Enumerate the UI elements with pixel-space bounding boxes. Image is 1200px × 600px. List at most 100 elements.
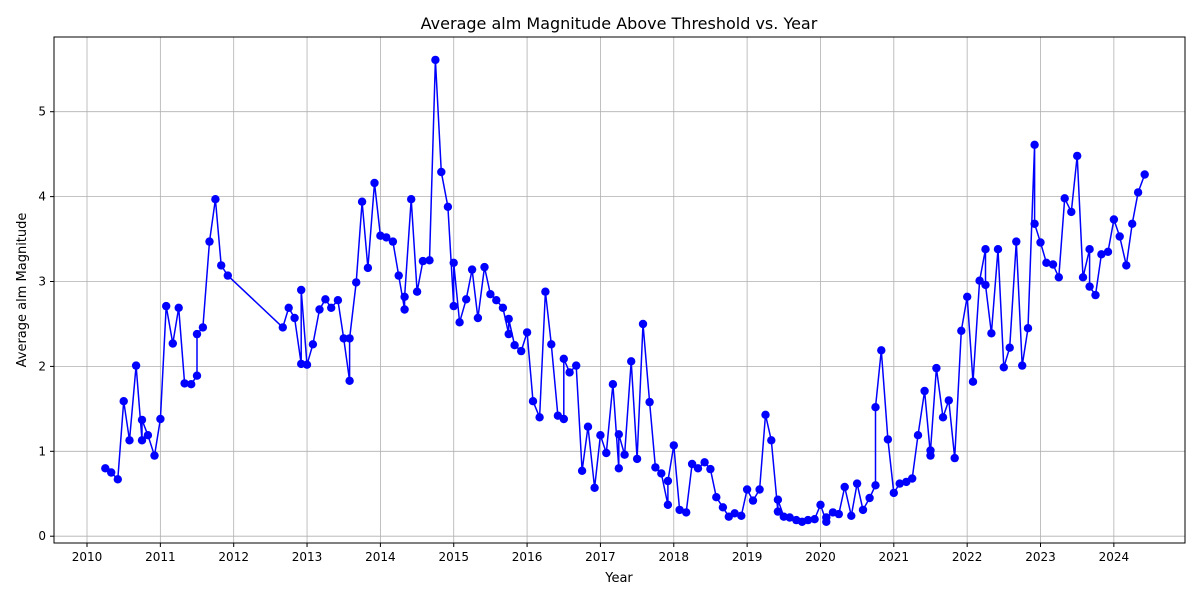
data-point (352, 278, 361, 287)
data-point (1103, 247, 1113, 256)
data-point (1023, 324, 1033, 333)
data-point (773, 495, 783, 504)
data-point (602, 448, 611, 458)
data-point (682, 508, 691, 517)
data-point (638, 319, 648, 329)
data-point (938, 413, 948, 422)
data-point (883, 435, 893, 444)
data-point (431, 55, 440, 65)
data-point (968, 377, 978, 386)
data-point (467, 265, 477, 274)
data-point (107, 468, 116, 477)
data-point (687, 459, 697, 469)
data-point (211, 195, 220, 204)
x-tick-label: 2011 (145, 550, 176, 564)
data-point (895, 479, 904, 488)
data-point (559, 354, 568, 363)
data-point (932, 363, 941, 373)
data-point (504, 314, 513, 324)
data-point (1091, 290, 1100, 300)
data-point (370, 178, 379, 188)
data-point (382, 233, 391, 242)
data-point (620, 450, 629, 459)
data-point (645, 397, 654, 407)
data-point (852, 479, 862, 488)
y-axis-label: Average alm Magnitude (15, 213, 30, 368)
data-point (913, 431, 923, 440)
data-point (975, 276, 984, 285)
x-tick-label: 2024 (1099, 550, 1130, 564)
data-point (308, 340, 318, 349)
data-point (192, 371, 202, 380)
data-point (614, 464, 623, 473)
y-tick-label: 1 (38, 444, 46, 458)
data-point (297, 285, 306, 295)
x-tick-label: 2013 (292, 550, 323, 564)
data-point (950, 453, 959, 463)
data-point (865, 493, 874, 503)
data-point (462, 295, 471, 304)
data-point (761, 410, 770, 419)
data-point (559, 414, 568, 424)
data-point (773, 507, 783, 516)
x-tick-label: 2014 (365, 550, 396, 564)
data-point (1067, 207, 1076, 217)
data-point (517, 346, 526, 356)
data-point (957, 326, 966, 335)
data-point (217, 261, 226, 270)
data-point (1085, 282, 1094, 291)
data-point (125, 436, 134, 445)
data-point (504, 329, 513, 339)
data-point (944, 396, 953, 405)
data-point (981, 245, 990, 254)
data-point (443, 202, 453, 211)
data-point (174, 303, 183, 312)
x-tick-label: 2022 (952, 550, 983, 564)
data-point (583, 422, 593, 431)
data-point (730, 509, 739, 518)
data-point (1073, 151, 1082, 161)
data-point (632, 454, 642, 464)
y-tick-label: 2 (38, 359, 46, 373)
data-point (449, 301, 458, 311)
x-tick-label: 2015 (438, 550, 469, 564)
data-point (999, 363, 1008, 372)
y-tick-label: 3 (38, 275, 46, 289)
data-point (627, 357, 636, 366)
data-point (1042, 258, 1051, 267)
data-point (418, 256, 428, 266)
data-point (785, 513, 794, 522)
data-point (718, 503, 728, 512)
data-point (577, 466, 587, 475)
data-point (345, 334, 354, 343)
data-point (1115, 232, 1124, 241)
data-point (669, 441, 678, 450)
data-point (535, 413, 544, 422)
data-point (963, 292, 972, 301)
data-point (675, 505, 684, 515)
data-point (1048, 260, 1058, 269)
data-point (363, 263, 373, 273)
data-point (315, 305, 324, 314)
data-point (333, 296, 343, 305)
data-point (510, 341, 519, 350)
data-point (327, 303, 336, 312)
y-axis-ticks: 0 1 2 3 4 5 (38, 105, 54, 543)
data-point (706, 464, 715, 474)
data-point (302, 360, 312, 369)
data-point (877, 346, 886, 355)
x-tick-label: 2020 (805, 550, 836, 564)
data-point (1060, 194, 1069, 203)
data-point (1018, 361, 1027, 370)
x-tick-label: 2019 (732, 550, 763, 564)
data-point (908, 474, 917, 483)
data-point (119, 397, 128, 406)
data-point (205, 237, 214, 246)
data-point (1122, 261, 1131, 270)
data-point (1140, 170, 1149, 179)
data-point (834, 509, 843, 519)
x-tick-label: 2023 (1025, 550, 1056, 564)
data-point (113, 475, 123, 484)
data-point (455, 318, 464, 327)
